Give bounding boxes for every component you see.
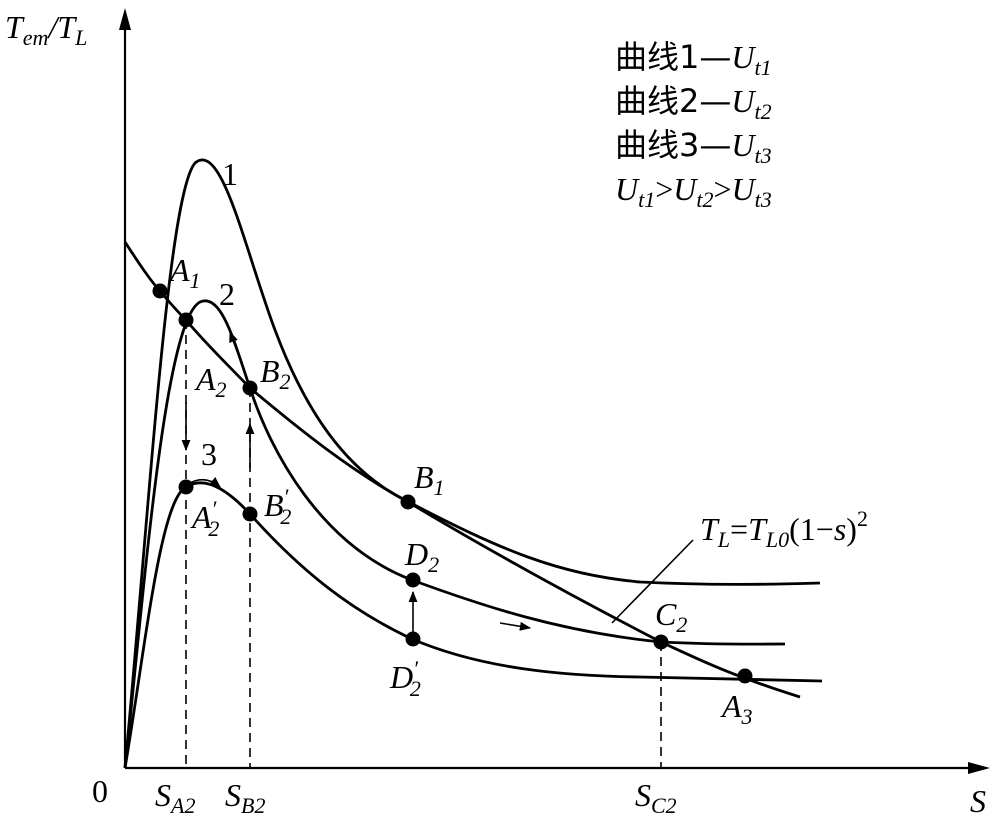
point-b1 [400, 494, 416, 510]
point-c2-label: C2 [655, 596, 687, 637]
point-a2 [178, 312, 194, 328]
x-axis-arrow-icon [968, 762, 990, 774]
curve-2-label: 2 [219, 276, 235, 312]
point-a2-prime [178, 479, 194, 495]
x-tick-sb2: SB2 [225, 777, 265, 818]
point-d2-prime-label: D′ 2 [389, 656, 421, 701]
x-tick-sa2: SA2 [155, 777, 195, 818]
point-a3-label: A3 [720, 688, 753, 729]
point-b2-label: B2 [260, 353, 291, 394]
legend-line-3: 曲线3—Ut3 [615, 126, 772, 168]
point-a3 [737, 668, 753, 684]
point-b2 [242, 380, 258, 396]
point-d2-prime [405, 631, 421, 647]
y-axis-arrow-icon [119, 8, 131, 30]
x-tick-sc2: SC2 [635, 777, 677, 818]
point-b1-label: B1 [414, 459, 445, 500]
curve-3-label: 3 [201, 436, 217, 472]
point-b2-prime [242, 506, 258, 522]
curve-3 [123, 481, 823, 769]
point-d2 [405, 572, 421, 588]
curve-1 [123, 158, 821, 769]
x-axis-label: S [970, 783, 986, 819]
arrow-b2-upleft [229, 330, 242, 363]
arrow-d2-c2 [499, 621, 532, 631]
point-b2-prime-label: B′ 2 [264, 484, 291, 529]
point-c2 [653, 634, 669, 650]
load-label-leader [611, 539, 694, 624]
legend-line-2: 曲线2—Ut2 [615, 82, 772, 124]
point-a2-label: A2 [194, 361, 227, 402]
point-a1 [152, 283, 168, 299]
origin-label: 0 [92, 773, 108, 809]
legend-relation: Ut1>Ut2>Ut3 [615, 171, 772, 212]
point-d2-label: D2 [404, 536, 439, 577]
load-curve-label: TL=TL0(1−s)2 [700, 506, 868, 552]
curve-2 [123, 299, 786, 769]
curve-1-label: 1 [222, 156, 238, 192]
point-a2-prime-label: A′ 2 [190, 496, 219, 541]
legend-line-1: 曲线1—Ut1 [615, 38, 772, 80]
point-a1-label: A1 [168, 252, 201, 293]
y-axis-label: Tem/TL [5, 9, 87, 50]
